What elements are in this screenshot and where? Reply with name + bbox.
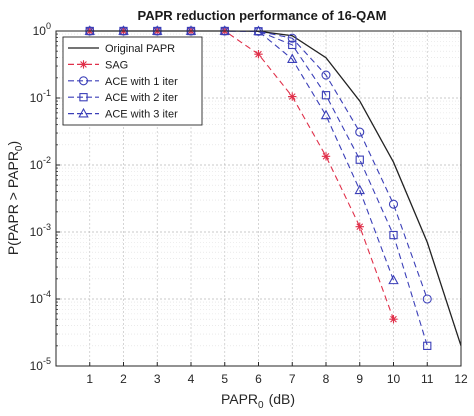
legend-item: Original PAPR	[68, 43, 175, 55]
data-point	[287, 33, 297, 43]
y-tick-base: 10	[33, 24, 47, 38]
legend-label: ACE with 2 iter	[105, 92, 178, 104]
x-axis-title-main: PAPR	[221, 391, 258, 407]
x-tick-label: 12	[454, 372, 468, 386]
x-tick-label: 2	[120, 372, 127, 386]
data-point	[355, 222, 364, 231]
x-tick-label: 8	[323, 372, 330, 386]
series-line	[89, 30, 428, 300]
y-tick-base: 10	[30, 292, 44, 306]
y-tick-base: 10	[30, 158, 44, 172]
data-point	[388, 199, 399, 209]
legend-item: ACE with 2 iter	[68, 92, 178, 104]
legend-swatch-marker	[78, 107, 89, 118]
y-tick-label: 10-2	[30, 155, 51, 172]
x-tick-label: 9	[356, 372, 363, 386]
data-point	[422, 294, 432, 304]
legend-item: ACE with 3 iter	[68, 107, 178, 121]
y-tick-exponent: -4	[43, 289, 51, 299]
y-tick-label: 100	[33, 21, 51, 38]
legend-label: ACE with 1 iter	[105, 76, 178, 88]
y-tick-exponent: -5	[43, 356, 51, 366]
legend-label: Original PAPR	[105, 43, 175, 55]
legend-label: ACE with 3 iter	[105, 109, 178, 121]
y-axis-title-sub: 0	[14, 145, 25, 151]
x-tick-label: 10	[387, 372, 401, 386]
x-axis-title-unit: (dB)	[269, 391, 295, 407]
y-tick-base: 10	[30, 359, 44, 373]
data-point	[254, 50, 263, 59]
data-point	[84, 25, 95, 35]
y-tick-label: 10-1	[30, 88, 51, 105]
legend-label: SAG	[105, 59, 128, 71]
data-point	[389, 314, 398, 324]
y-axis-title-suffix: )	[5, 141, 21, 146]
data-point	[185, 25, 197, 35]
x-axis-title: PAPR0 (dB)	[221, 391, 295, 411]
data-point	[321, 152, 331, 161]
legend-swatch-marker	[79, 60, 88, 69]
data-point	[320, 109, 332, 120]
x-tick-label: 11	[421, 372, 434, 386]
legend-swatch-marker	[79, 93, 88, 102]
y-tick-exponent: -3	[43, 222, 51, 232]
x-tick-label: 3	[154, 372, 161, 386]
legend-item: ACE with 1 iter	[68, 76, 178, 88]
y-tick-base: 10	[30, 91, 44, 105]
data-point	[423, 341, 432, 350]
data-point	[389, 230, 398, 240]
x-tick-label: 1	[86, 372, 93, 386]
data-point	[355, 155, 364, 164]
data-point	[118, 25, 129, 35]
y-axis-title-prefix: P(PAPR > PAPR	[5, 151, 21, 255]
legend: Original PAPR SAG ACE with 1 iter ACE with …	[62, 36, 203, 126]
x-tick-label: 5	[221, 372, 228, 386]
x-axis-title-sub: 0	[258, 400, 264, 411]
y-tick-exponent: -1	[43, 88, 51, 98]
legend-item: SAG	[68, 59, 128, 71]
y-tick-label: 10-5	[30, 356, 51, 373]
data-point	[152, 25, 163, 35]
data-point	[355, 127, 365, 137]
y-axis-title: P(PAPR > PAPR0)	[5, 141, 25, 255]
data-point	[321, 70, 331, 80]
data-point	[354, 184, 365, 195]
y-tick-exponent: -2	[43, 155, 51, 165]
x-tick-label: 4	[188, 372, 195, 386]
data-point	[288, 92, 297, 101]
data-point	[388, 274, 399, 285]
x-tick-label: 6	[255, 372, 262, 386]
data-point	[288, 40, 297, 50]
data-point	[287, 53, 298, 64]
data-point	[219, 25, 230, 35]
data-point	[321, 91, 331, 100]
y-tick-label: 10-4	[30, 289, 51, 306]
y-tick-label: 10-3	[30, 222, 51, 239]
y-tick-base: 10	[30, 225, 44, 239]
chart-title: PAPR reduction performance of 16-QAM	[138, 8, 387, 23]
x-tick-label: 7	[289, 372, 296, 386]
y-tick-exponent: 0	[46, 21, 51, 31]
legend-swatch-marker	[78, 76, 89, 86]
